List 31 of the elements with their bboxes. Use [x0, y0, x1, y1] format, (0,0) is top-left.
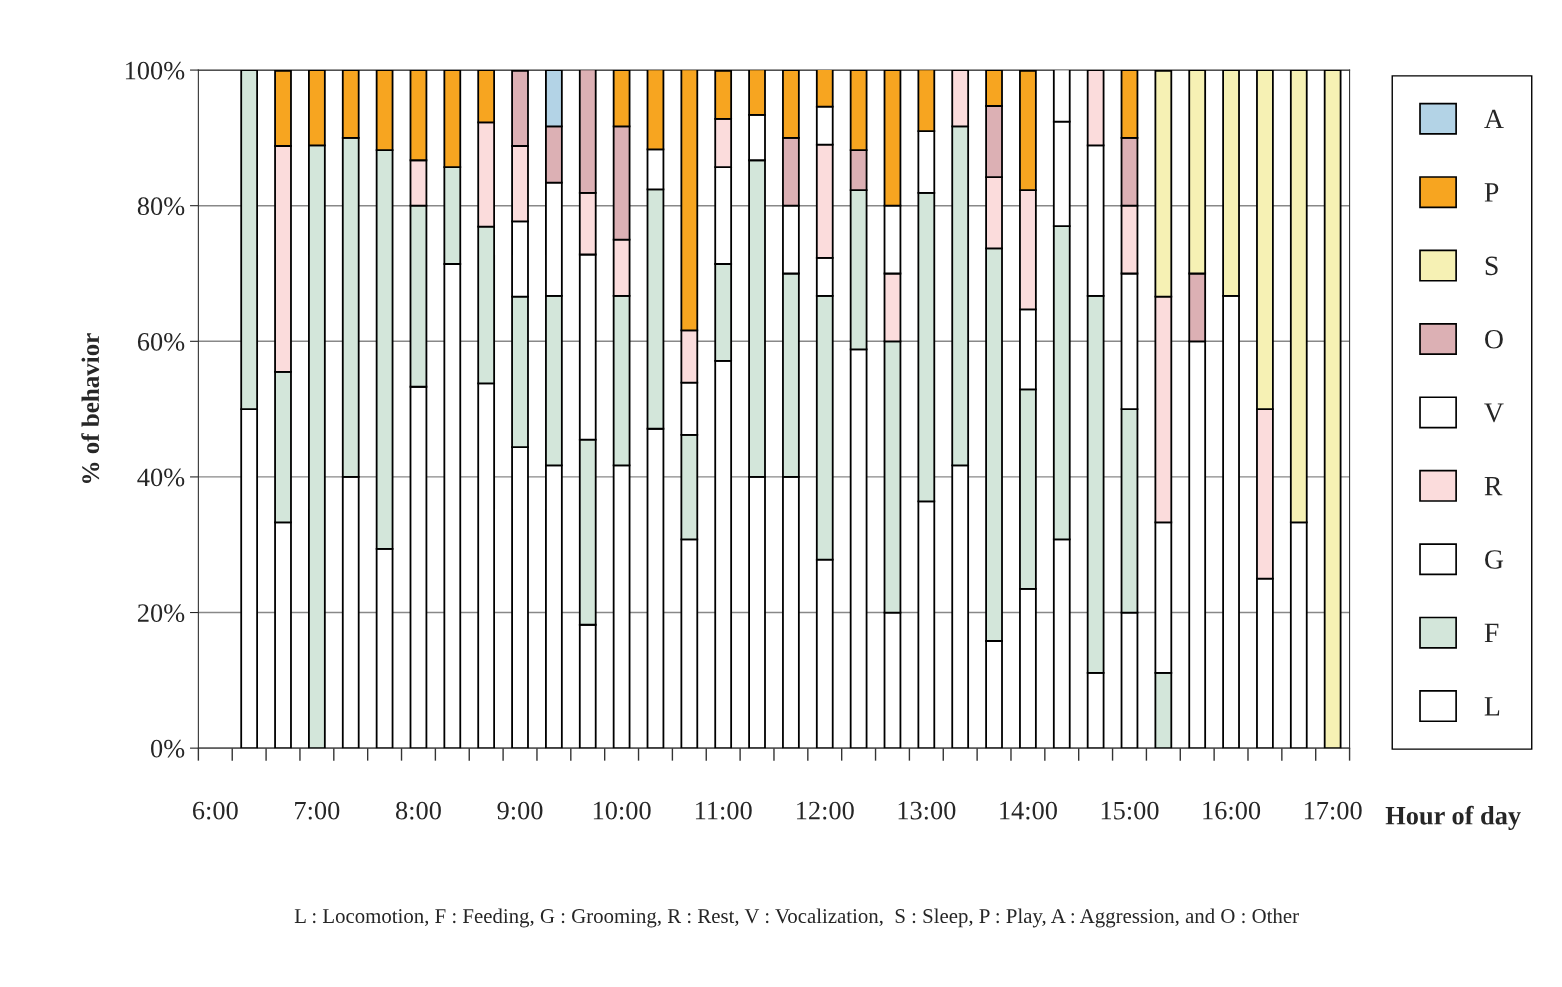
- y-tick-label: 40%: [137, 468, 185, 487]
- legend-label: A: [1484, 109, 1504, 129]
- y-tick-label: 60%: [137, 332, 185, 351]
- text: L : Locomotion, F : Feeding, G : Grooming, R : Rest, V : Vocalization, S : Sleep, P : Play, A : Aggression, and O : Other: [294, 908, 1299, 928]
- legend-label: R: [1484, 476, 1503, 496]
- x-tick-label: 12:00: [797, 801, 854, 820]
- x-tick-label: 8:00: [396, 801, 441, 820]
- x-tick-label: 15:00: [1101, 801, 1159, 820]
- x-tick-label: 13:00: [898, 801, 956, 820]
- y-tick-label: 80%: [137, 197, 185, 216]
- y-tick-label: 0%: [151, 739, 185, 758]
- x-tick-label: 14:00: [1000, 801, 1057, 820]
- legend-label: V: [1484, 403, 1504, 423]
- x-tick-label: 17:00: [1304, 801, 1362, 820]
- x-tick-label: 10:00: [593, 801, 651, 820]
- legend-label: F: [1484, 623, 1499, 642]
- x-tick-label: 6:00: [192, 801, 238, 820]
- legend-label: S: [1485, 256, 1498, 276]
- legend-label: G: [1485, 550, 1504, 569]
- y-tick-label: 100%: [125, 61, 185, 80]
- y-tick-label: 20%: [137, 604, 185, 623]
- x-tick-label: 11:00: [695, 801, 752, 820]
- x-tick-label: 16:00: [1203, 801, 1261, 820]
- x-tick-label: 7:00: [295, 801, 340, 820]
- bar: [1323, 70, 1342, 749]
- x-tick-label: 9:00: [497, 801, 543, 820]
- legend-label: L: [1484, 697, 1500, 716]
- legend-label: P: [1484, 183, 1499, 202]
- x-axis-title: Hour of day: [1385, 805, 1521, 831]
- legend-label: O: [1485, 329, 1503, 349]
- y-axis-title: % of behavior: [81, 333, 100, 483]
